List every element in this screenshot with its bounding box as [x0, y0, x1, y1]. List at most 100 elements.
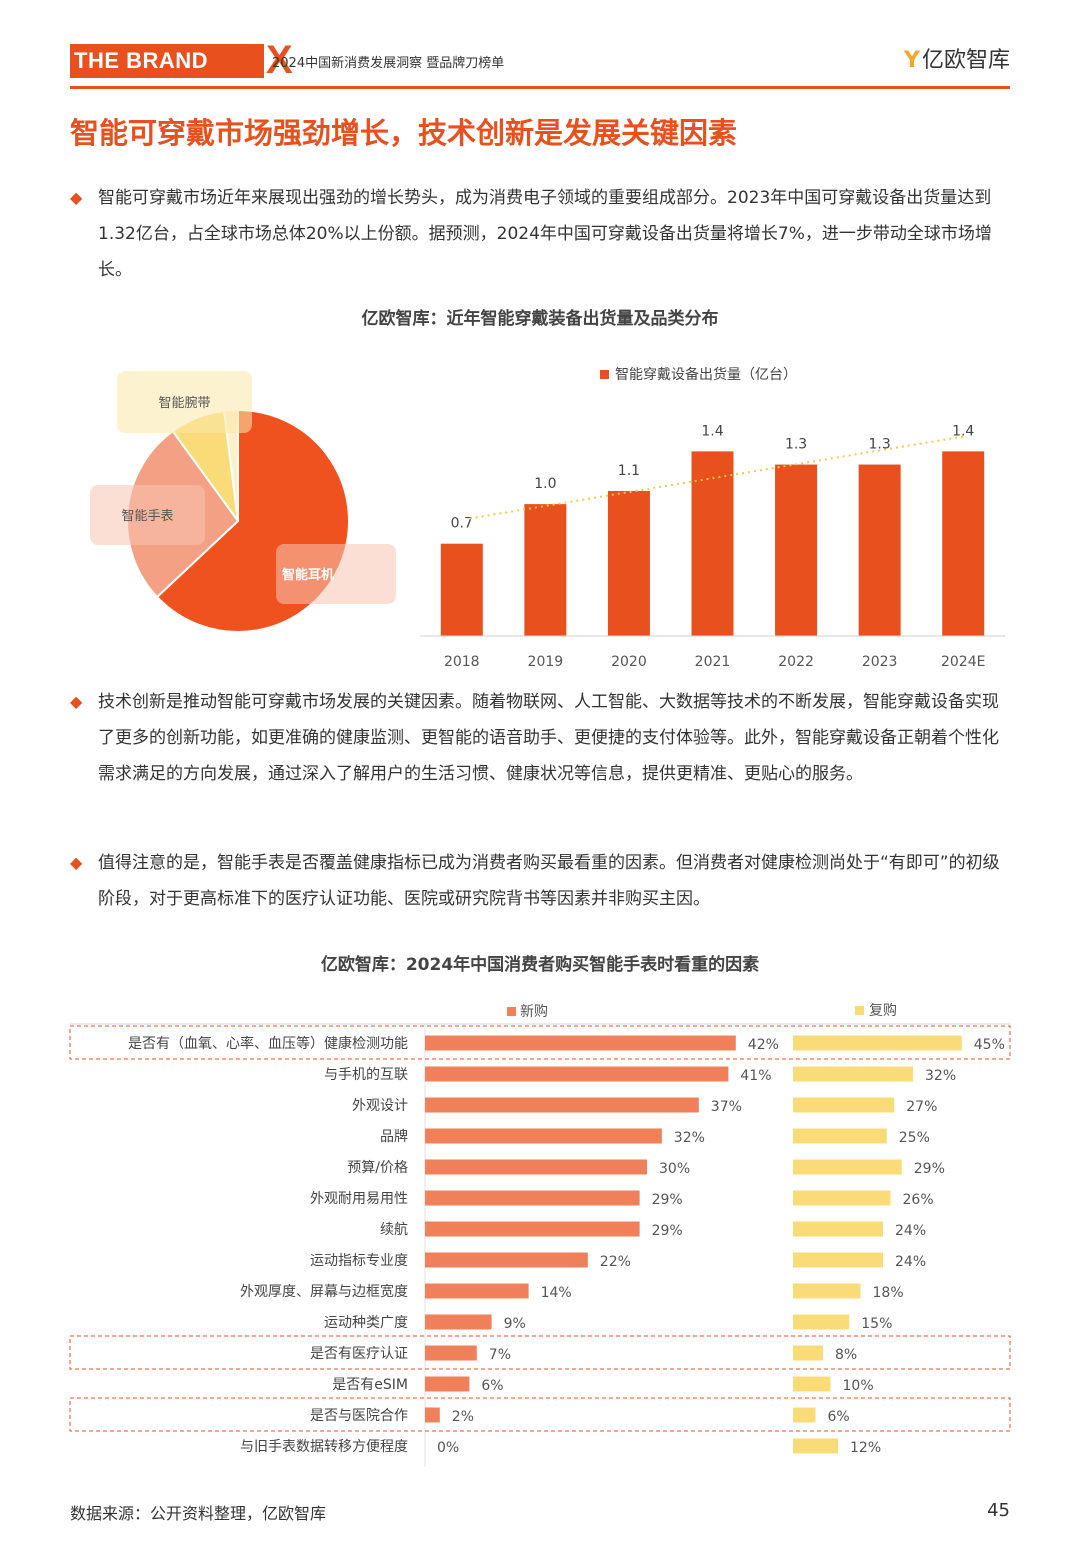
legend-swatch-repeat: [855, 1006, 864, 1015]
shipment-chart-title: 亿欧智库：近年智能穿戴装备出货量及品类分布: [361, 309, 719, 329]
factor-label: 品牌: [380, 1128, 408, 1145]
repeat-purchase-value: 45%: [974, 1037, 1005, 1053]
repeat-purchase-value: 27%: [906, 1099, 937, 1115]
new-purchase-bar: [425, 1221, 640, 1237]
new-purchase-bar: [425, 1407, 440, 1423]
repeat-purchase-value: 25%: [899, 1130, 930, 1146]
repeat-purchase-bar: [793, 1345, 823, 1361]
new-purchase-bar: [425, 1097, 699, 1113]
iyiou-logo-icon: Y: [904, 48, 920, 73]
new-purchase-bar: [425, 1252, 588, 1268]
bar-value-label: 1.0: [534, 476, 556, 492]
page-number: 45: [987, 1500, 1010, 1521]
highlight-row-box: [69, 1025, 1011, 1060]
factor-label: 与旧手表数据转移方便程度: [240, 1439, 408, 1455]
paragraph-market-growth: ◆ 智能可穿戴市场近年来展现出强劲的增长势头，成为消费电子领域的重要组成部分。2…: [70, 180, 1010, 288]
new-purchase-value: 32%: [674, 1130, 705, 1146]
repeat-purchase-bar: [793, 1438, 838, 1454]
new-purchase-bar: [425, 1066, 729, 1082]
factor-label: 外观厚度、屏幕与边框宽度: [240, 1283, 408, 1300]
new-purchase-value: 2%: [452, 1409, 474, 1425]
new-purchase-bar: [425, 1376, 470, 1392]
legend-label-new: 新购: [520, 1004, 548, 1020]
legend-swatch-new: [507, 1007, 516, 1016]
factor-label: 与手机的互联: [324, 1067, 408, 1083]
new-purchase-value: 9%: [504, 1316, 526, 1332]
shipment-bar: [775, 464, 818, 636]
repeat-purchase-value: 18%: [873, 1285, 904, 1301]
shipment-bar-chart: 智能穿戴设备出货量（亿台） 0.7 2018 1.0 2019 1.1 2020 1.4 202…: [420, 366, 1005, 670]
repeat-purchase-value: 8%: [835, 1347, 857, 1363]
highlight-row-box: [69, 1397, 1011, 1432]
x-tick-label: 2018: [444, 654, 480, 670]
new-purchase-value: 0%: [437, 1440, 459, 1456]
x-tick-label: 2022: [778, 654, 814, 670]
pie-label-box: [276, 544, 396, 604]
new-purchase-value: 37%: [711, 1099, 742, 1115]
pie-label-box: [90, 485, 205, 545]
paragraph-tech-innovation: ◆ 技术创新是推动智能可穿戴市场发展的关键因素。随着物联网、人工智能、大数据等技…: [70, 684, 1010, 792]
diamond-bullet-icon: ◆: [70, 692, 83, 711]
pie-slice-label: 智能腕带: [158, 395, 210, 411]
factor-label: 是否有医疗认证: [310, 1346, 408, 1362]
repeat-purchase-value: 6%: [828, 1409, 850, 1425]
legend-label: 智能穿戴设备出货量（亿台）: [615, 366, 797, 383]
diamond-bullet-icon: ◆: [70, 188, 83, 207]
header-divider: [70, 86, 1010, 89]
repeat-purchase-bar: [793, 1128, 887, 1144]
diamond-bullet-icon: ◆: [70, 853, 83, 872]
page-header: THE BRAND X 2024中国新消费发展洞察 暨品牌刀榜单 Y亿欧智库: [70, 40, 1010, 86]
repeat-purchase-value: 12%: [850, 1440, 881, 1456]
repeat-purchase-bar: [793, 1035, 962, 1051]
repeat-purchase-bar: [793, 1097, 895, 1113]
new-purchase-bar: [425, 1035, 736, 1051]
bar-value-label: 1.4: [701, 423, 723, 439]
new-purchase-bar: [425, 1345, 477, 1361]
shipment-bar: [440, 543, 483, 636]
shipment-bar: [524, 504, 567, 636]
brand-x-mark: X: [266, 38, 293, 82]
repeat-purchase-bar: [793, 1252, 883, 1268]
repeat-purchase-value: 32%: [925, 1068, 956, 1084]
factors-chart-title: 亿欧智库：2024年中国消费者购买智能手表时看重的因素: [320, 955, 760, 975]
legend-swatch: [600, 370, 609, 379]
header-subtitle: 2024中国新消费发展洞察 暨品牌刀榜单: [272, 56, 505, 71]
repeat-purchase-bar: [793, 1221, 883, 1237]
x-tick-label: 2023: [862, 654, 898, 670]
factor-label: 运动指标专业度: [310, 1253, 408, 1269]
bar-value-label: 0.7: [451, 516, 473, 532]
iyiou-logo: Y亿欧智库: [904, 42, 1010, 74]
repeat-purchase-bar: [793, 1159, 902, 1175]
new-purchase-value: 29%: [652, 1192, 683, 1208]
repeat-purchase-value: 10%: [843, 1378, 874, 1394]
factor-label: 预算/价格: [347, 1160, 408, 1176]
new-purchase-value: 30%: [659, 1161, 690, 1177]
x-tick-label: 2020: [611, 654, 647, 670]
highlight-row-box: [69, 1335, 1011, 1370]
shipment-bar: [858, 464, 901, 636]
bar-value-label: 1.1: [618, 463, 640, 479]
x-tick-label: 2019: [528, 654, 564, 670]
repeat-purchase-value: 26%: [903, 1192, 934, 1208]
pie-slice-label: 智能手表: [121, 509, 173, 524]
shipment-bar: [942, 451, 985, 636]
factor-label: 运动种类广度: [324, 1315, 408, 1331]
pie-slice-label: 智能耳机: [282, 567, 334, 583]
paragraph-text: 智能可穿戴市场近年来展现出强劲的增长势头，成为消费电子领域的重要组成部分。202…: [98, 188, 992, 280]
factor-label: 是否与医院合作: [310, 1408, 408, 1424]
factor-label: 是否有（血氧、心率、血压等）健康检测功能: [128, 1035, 408, 1052]
paragraph-text: 值得注意的是，智能手表是否覆盖健康指标已成为消费者购买最看重的因素。但消费者对健…: [98, 853, 1000, 909]
legend-label-repeat: 复购: [869, 1002, 897, 1019]
pie-label-box: [117, 371, 252, 433]
new-purchase-bar: [425, 1314, 492, 1330]
shipment-bar: [691, 451, 734, 636]
repeat-purchase-value: 24%: [895, 1254, 926, 1270]
paragraph-text: 技术创新是推动智能可穿戴市场发展的关键因素。随着物联网、人工智能、大数据等技术的…: [98, 692, 999, 784]
new-purchase-bar: [425, 1159, 647, 1175]
repeat-purchase-bar: [793, 1376, 831, 1392]
repeat-purchase-bar: [793, 1407, 816, 1423]
iyiou-logo-text: 亿欧智库: [921, 48, 1010, 73]
repeat-purchase-bar: [793, 1283, 861, 1299]
factor-label: 外观耐用易用性: [310, 1191, 408, 1207]
